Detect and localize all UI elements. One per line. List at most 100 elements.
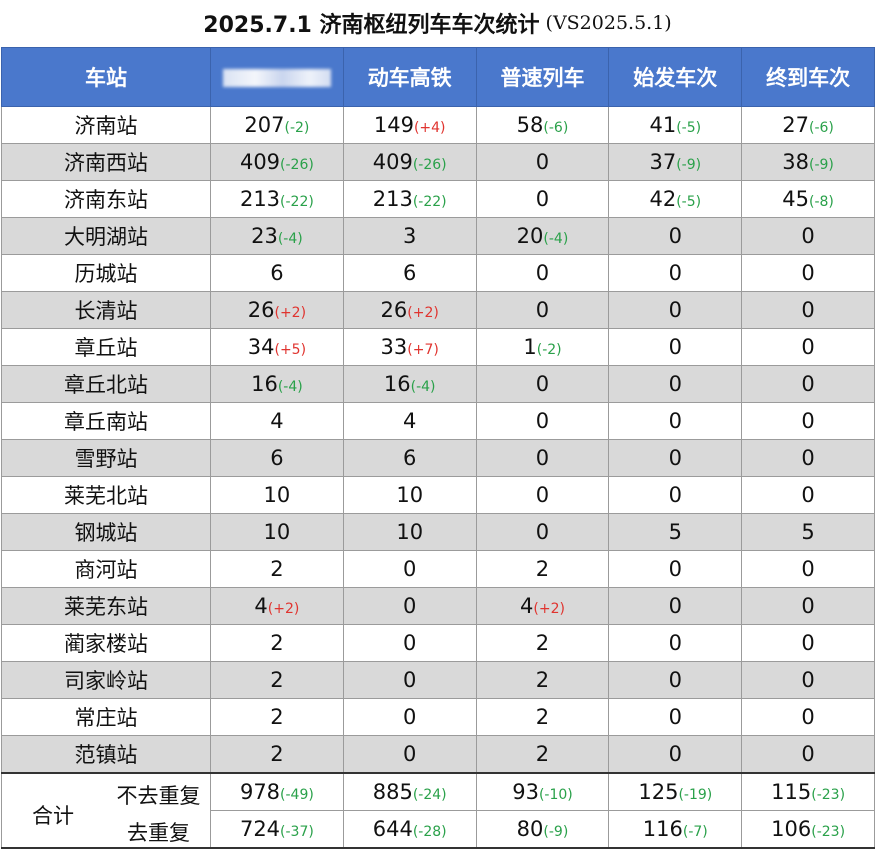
cell-value: 0 (801, 446, 815, 470)
cell-value: 3 (403, 224, 417, 248)
cell-value: 724 (239, 817, 281, 841)
emu-hsr-cell: 0 (342, 587, 477, 625)
cell-value: 4 (403, 409, 417, 433)
originating-cell: 116(-7) (608, 810, 743, 849)
cell-value: 0 (801, 668, 815, 692)
table-row: 章丘南站 4 4 0 0 0 (1, 402, 875, 440)
cell-delta: (-19) (678, 787, 713, 803)
emu-hsr-cell: 6 (342, 439, 477, 477)
cell-value: 27 (782, 113, 809, 137)
cell-value: 0 (535, 298, 550, 322)
emu-hsr-cell: 0 (342, 735, 477, 774)
table-row: 商河站 2 0 2 0 0 (1, 550, 875, 588)
conventional-cell: 0 (475, 254, 610, 292)
total-count-cell: 2 (210, 624, 344, 662)
emu-hsr-cell: 149(+4) (342, 106, 477, 144)
cell-delta: (-10) (538, 787, 573, 803)
cell-value: 0 (801, 594, 815, 618)
total-count-cell: 10 (210, 513, 344, 551)
cell-value: 0 (535, 446, 550, 470)
cell-value: 4 (254, 594, 268, 618)
total-count-cell: 2 (210, 661, 344, 699)
cell-value: 0 (535, 520, 550, 544)
terminating-cell: 0 (741, 735, 875, 774)
table-row: 长清站 26(+2) 26(+2) 0 0 0 (1, 291, 875, 329)
table-row: 常庄站 2 0 2 0 0 (1, 698, 875, 736)
cell-value: 0 (535, 150, 550, 174)
cell-delta: (-7) (682, 824, 708, 840)
station-name-cell: 章丘北站 (1, 365, 211, 403)
table-row: 司家岭站 2 0 2 0 0 (1, 661, 875, 699)
cell-value: 0 (403, 594, 417, 618)
cell-value: 2 (535, 742, 550, 766)
cell-delta: (+2) (274, 305, 307, 321)
cell-value: 0 (801, 631, 815, 655)
originating-cell: 0 (608, 587, 743, 625)
table-header-row: 车站 动车高铁 普速列车 始发车次 终到车次 (1, 47, 875, 107)
terminating-cell: 0 (741, 402, 875, 440)
cell-delta: (+7) (407, 342, 439, 358)
total-count-cell: 724(-37) (210, 810, 344, 849)
cell-value: 41 (649, 113, 677, 137)
table-row: 济南东站 213(-22) 213(-22) 0 42(-5) 45(-8) (1, 180, 875, 218)
station-name-cell: 历城站 (1, 254, 211, 292)
table-row: 钢城站 10 10 0 5 5 (1, 513, 875, 551)
cell-delta: (-22) (280, 194, 314, 210)
cell-value: 0 (668, 224, 682, 248)
cell-value: 2 (270, 742, 284, 766)
conventional-cell: 2 (475, 550, 610, 588)
terminating-cell: 0 (741, 217, 875, 255)
cell-value: 6 (270, 446, 284, 470)
terminating-cell: 0 (741, 328, 875, 366)
originating-cell: 0 (608, 402, 743, 440)
cell-value: 0 (801, 224, 815, 248)
terminating-cell: 0 (741, 698, 875, 736)
cell-delta: (-26) (280, 157, 314, 173)
total-count-cell: 213(-22) (210, 180, 344, 218)
cell-value: 2 (270, 705, 284, 729)
cell-value: 34 (247, 335, 275, 359)
table-row: 范镇站 2 0 2 0 0 (1, 735, 875, 774)
cell-value: 0 (801, 261, 815, 285)
conventional-cell: 0 (475, 402, 610, 440)
cell-value: 644 (372, 817, 413, 841)
emu-hsr-cell: 885(-24) (342, 772, 477, 811)
total-count-cell: 23(-4) (210, 217, 344, 255)
cell-delta: (-9) (543, 824, 569, 840)
cell-value: 0 (535, 261, 550, 285)
title-text: 2025.7.1 济南枢纽列车车次统计 (203, 13, 540, 38)
cell-value: 23 (251, 224, 278, 248)
total-count-cell: 34(+5) (210, 328, 344, 366)
cell-value: 213 (239, 187, 281, 211)
cell-value: 213 (372, 187, 413, 211)
terminating-cell: 106(-23) (741, 810, 875, 849)
cell-value: 2 (535, 668, 550, 692)
cell-value: 6 (403, 261, 417, 285)
cell-value: 106 (771, 817, 812, 841)
header-conventional: 普速列车 (475, 47, 610, 107)
table-row: 蔺家楼站 2 0 2 0 0 (1, 624, 875, 662)
emu-hsr-cell: 0 (342, 661, 477, 699)
cell-delta: (-4) (410, 379, 436, 395)
station-name-cell: 章丘站 (1, 328, 211, 366)
total-count-cell: 6 (210, 439, 344, 477)
emu-hsr-cell: 0 (342, 624, 477, 662)
cell-value: 0 (668, 705, 682, 729)
cell-value: 2 (535, 705, 550, 729)
cell-value: 0 (668, 557, 682, 581)
terminating-cell: 0 (741, 624, 875, 662)
terminating-cell: 0 (741, 476, 875, 514)
cell-delta: (-4) (543, 231, 569, 247)
total-count-cell: 409(-26) (210, 143, 344, 181)
blurred-header-label (222, 69, 331, 87)
cell-value: 26 (247, 298, 275, 322)
table-row: 章丘北站 16(-4) 16(-4) 0 0 0 (1, 365, 875, 403)
cell-value: 0 (801, 372, 815, 396)
terminating-cell: 0 (741, 439, 875, 477)
conventional-cell: 80(-9) (475, 810, 610, 849)
table-row: 莱芜北站 10 10 0 0 0 (1, 476, 875, 514)
cell-delta: (-4) (277, 231, 303, 247)
cell-value: 0 (668, 298, 682, 322)
conventional-cell: 58(-6) (475, 106, 610, 144)
cell-value: 58 (516, 113, 544, 137)
